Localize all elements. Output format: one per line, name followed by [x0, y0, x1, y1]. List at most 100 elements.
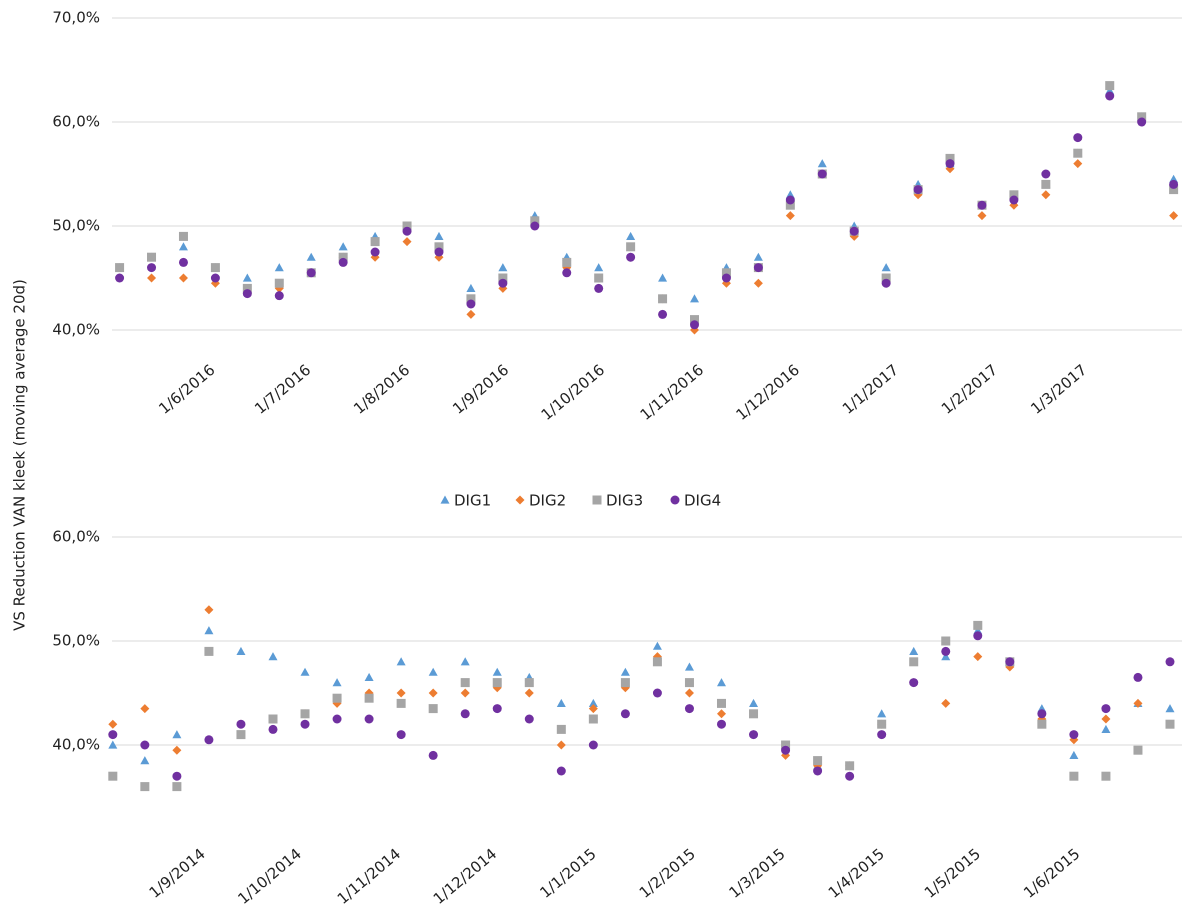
data-point	[1037, 709, 1047, 719]
data-point	[626, 231, 636, 240]
data-point	[492, 704, 502, 714]
data-point	[498, 278, 508, 288]
data-point	[396, 698, 406, 708]
data-point	[1069, 771, 1079, 781]
x-tick-label: 1/11/2016	[637, 361, 707, 424]
data-point	[909, 646, 919, 655]
x-tick-label: 1/9/2014	[146, 845, 209, 902]
data-point	[588, 740, 598, 750]
data-point	[370, 237, 380, 247]
data-point	[1105, 91, 1115, 101]
data-point	[268, 652, 278, 661]
data-point	[115, 273, 125, 283]
data-point	[434, 252, 444, 262]
data-point	[460, 709, 470, 719]
data-point	[977, 200, 987, 210]
data-point	[785, 200, 795, 210]
data-point	[594, 283, 604, 293]
x-tick-label: 1/7/2016	[251, 361, 314, 418]
data-point	[236, 719, 246, 729]
data-point	[877, 730, 887, 740]
data-point	[178, 273, 188, 283]
legend-label: DIG1	[454, 492, 491, 510]
data-point	[178, 231, 188, 241]
data-point	[945, 153, 955, 163]
data-point	[690, 294, 700, 303]
data-point	[652, 688, 662, 698]
data-point	[460, 678, 470, 688]
y-tick-label: 60,0%	[52, 113, 100, 131]
data-point	[845, 761, 855, 771]
data-point	[242, 289, 252, 299]
data-point	[690, 320, 700, 330]
data-point	[1073, 148, 1083, 158]
data-point	[108, 740, 118, 749]
data-point	[1041, 169, 1051, 179]
legend-label: DIG3	[606, 492, 643, 510]
data-point	[620, 667, 630, 676]
data-point	[881, 278, 891, 288]
data-point	[466, 294, 476, 304]
x-tick-label: 1/3/2017	[1027, 361, 1090, 418]
y-tick-label: 50,0%	[52, 632, 100, 650]
data-point	[1101, 714, 1111, 724]
data-point	[1073, 159, 1083, 169]
data-point	[813, 756, 823, 766]
legend-marker	[440, 495, 450, 504]
x-tick-label: 1/10/2014	[234, 845, 304, 908]
x-tick-label: 1/12/2014	[430, 845, 500, 908]
data-point	[364, 672, 374, 681]
data-point	[749, 698, 759, 707]
legend-label: DIG4	[684, 492, 721, 510]
data-point	[428, 667, 438, 676]
x-tick-label: 1/1/2017	[839, 361, 902, 418]
data-point	[973, 631, 983, 641]
y-tick-label: 70,0%	[52, 9, 100, 27]
data-point	[530, 221, 540, 231]
data-point	[140, 782, 150, 792]
data-point	[556, 698, 566, 707]
data-point	[396, 730, 406, 740]
data-point	[620, 678, 630, 688]
data-point	[1069, 750, 1079, 759]
data-point	[274, 278, 284, 288]
data-point	[338, 252, 348, 262]
x-tick-label: 1/8/2016	[350, 361, 413, 418]
data-point	[1169, 185, 1179, 195]
data-point	[306, 252, 316, 261]
data-point	[877, 709, 887, 718]
data-point	[1165, 657, 1175, 667]
data-point	[941, 698, 951, 708]
x-tick-label: 1/12/2016	[732, 361, 802, 424]
data-point	[530, 216, 540, 226]
data-point	[753, 278, 763, 288]
data-point	[1169, 211, 1179, 221]
data-point	[1009, 195, 1019, 205]
data-point	[562, 257, 572, 267]
data-point	[242, 273, 252, 282]
data-point	[172, 782, 182, 792]
data-point	[172, 745, 182, 755]
data-point	[909, 657, 919, 667]
data-point	[147, 273, 157, 283]
data-point	[652, 641, 662, 650]
data-point	[1041, 190, 1051, 200]
data-point	[434, 231, 444, 240]
data-point	[370, 252, 380, 262]
data-point	[877, 719, 887, 729]
data-point	[690, 315, 700, 325]
data-point	[466, 309, 476, 319]
data-point	[658, 309, 668, 319]
data-point	[1005, 657, 1015, 667]
data-point	[721, 273, 731, 283]
data-point	[1041, 179, 1051, 189]
data-point	[556, 724, 566, 734]
data-point	[140, 704, 150, 714]
x-tick-label: 1/11/2014	[334, 845, 404, 908]
data-point	[396, 657, 406, 666]
data-point	[466, 283, 476, 292]
data-point	[1069, 730, 1079, 740]
y-tick-label: 40,0%	[52, 321, 100, 339]
data-point	[1101, 771, 1111, 781]
data-point	[749, 709, 759, 719]
